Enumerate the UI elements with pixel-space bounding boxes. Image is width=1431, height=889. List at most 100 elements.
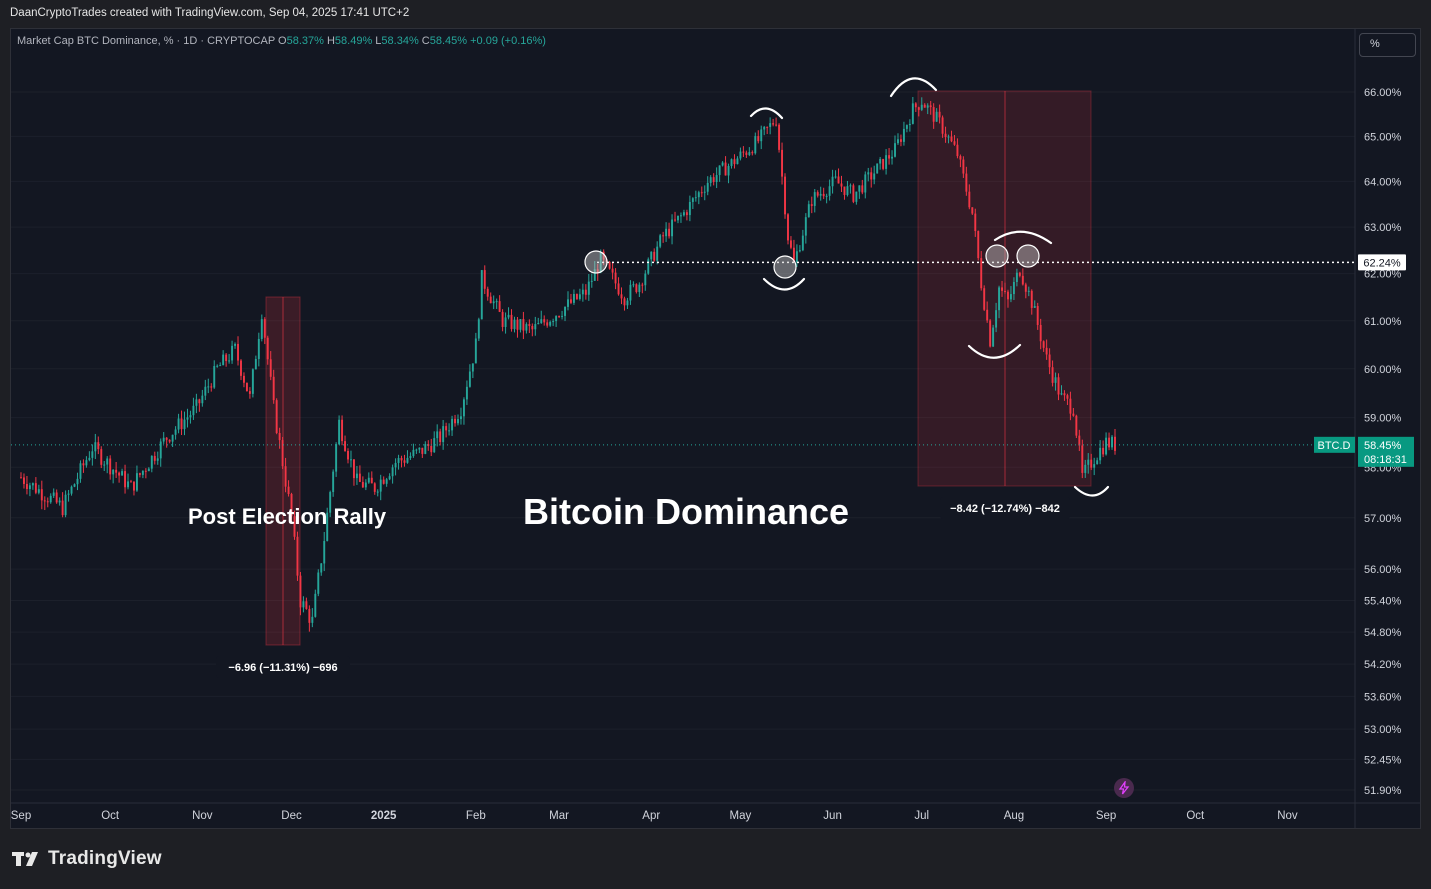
candle-body [956,144,959,157]
candle-body [608,262,611,269]
y-tick-label: 64.00% [1364,176,1402,188]
candle-body [510,314,513,330]
candles [20,97,1116,632]
candle-body [778,124,781,150]
candle-body [251,369,254,394]
candle-body [225,354,228,362]
candle-body [177,418,180,430]
y-tick-label: 59.00% [1364,413,1402,425]
lightning-icon[interactable] [1114,778,1134,798]
candle-body [682,212,685,216]
candle-body [700,192,703,194]
x-tick-label: Sep [1096,810,1116,822]
measure-label-1: −6.96 (−11.31%) −696 [228,662,337,674]
candle-body [567,299,569,307]
candle-body [361,481,364,488]
candle-body [760,129,763,142]
candle-body [1045,347,1048,355]
candle-body [415,449,418,451]
candle-body [578,294,581,299]
candle-body [379,479,382,492]
candle-body [287,486,290,495]
y-tick-label: 56.00% [1364,564,1402,576]
pattern-arc [993,230,1053,245]
candle-body [662,235,665,237]
candle-body [266,337,269,360]
candle-body [272,376,275,401]
candle-body [822,193,825,197]
candle-body [73,484,76,487]
candle-body [424,444,427,454]
highlight-circle [985,244,1009,268]
candle-body [1081,445,1084,473]
pattern-arc [889,77,938,98]
candle-body [1093,464,1096,468]
gridlines [11,91,1355,791]
candle-body [130,481,132,483]
candle-body [923,104,926,108]
hline-price-text: 62.24% [1363,257,1401,269]
candle-body [486,288,489,297]
candle-body [944,133,947,138]
candle-body [715,175,718,183]
y-tick-label: 66.00% [1364,87,1402,99]
candle-body [1001,287,1003,291]
candle-body [1030,290,1033,308]
candle-body [685,212,688,216]
candle-body [79,463,82,479]
pattern-arc [967,343,1022,359]
candle-body [394,462,397,468]
measure-label-2: −8.42 (−12.74%) −842 [950,503,1060,515]
candle-body [1096,460,1099,465]
candle-body [623,298,626,306]
candle-body [222,354,225,366]
candle-body [1036,306,1039,325]
candle-body [174,429,177,435]
candle-body [275,400,278,433]
candle-body [118,472,121,476]
candle-body [213,366,216,388]
candle-body [186,417,189,420]
candle-body [644,273,647,286]
candle-body [474,338,477,364]
candle-body [299,575,302,608]
candle-body [242,375,245,383]
candle-body [471,363,474,372]
candle-body [932,107,935,122]
candle-body [920,104,923,110]
percent-scale-button[interactable]: % [1359,33,1416,57]
candle-body [558,316,561,318]
candle-body [344,441,347,451]
candle-body [795,251,798,262]
candle-body [25,483,28,490]
candle-body [691,198,694,202]
candle-body [888,155,891,159]
candle-body [1018,272,1021,276]
candle-body [962,159,965,174]
candle-body [88,457,91,461]
candle-body [804,217,807,236]
candle-body [263,319,266,338]
tradingview-logo[interactable]: TradingView [12,848,162,870]
candle-body [492,301,495,304]
candle-body [335,444,338,472]
pattern-arc [1073,485,1110,497]
candle-body [418,447,421,450]
candle-body [864,174,867,193]
candle-body [590,280,593,282]
candle-body [656,246,659,261]
candle-body [61,500,64,516]
candle-body [308,608,311,623]
candle-body [1027,290,1030,292]
candle-body [204,386,207,396]
highlight-circle [1016,244,1040,268]
candle-body [468,371,471,387]
candle-body [40,489,43,501]
candle-body [457,419,459,424]
candle-body [28,485,31,490]
candle-body [49,495,52,503]
candle-body [908,123,911,126]
candle-body [718,165,721,176]
candle-body [596,269,599,273]
